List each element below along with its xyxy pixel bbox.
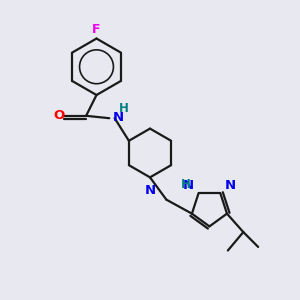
- Text: H: H: [118, 102, 128, 115]
- Text: N: N: [225, 178, 236, 192]
- Text: O: O: [54, 109, 65, 122]
- Text: N: N: [145, 184, 156, 197]
- Text: N: N: [113, 111, 124, 124]
- Text: F: F: [92, 23, 101, 36]
- Text: H: H: [181, 178, 191, 190]
- Text: N: N: [183, 178, 194, 192]
